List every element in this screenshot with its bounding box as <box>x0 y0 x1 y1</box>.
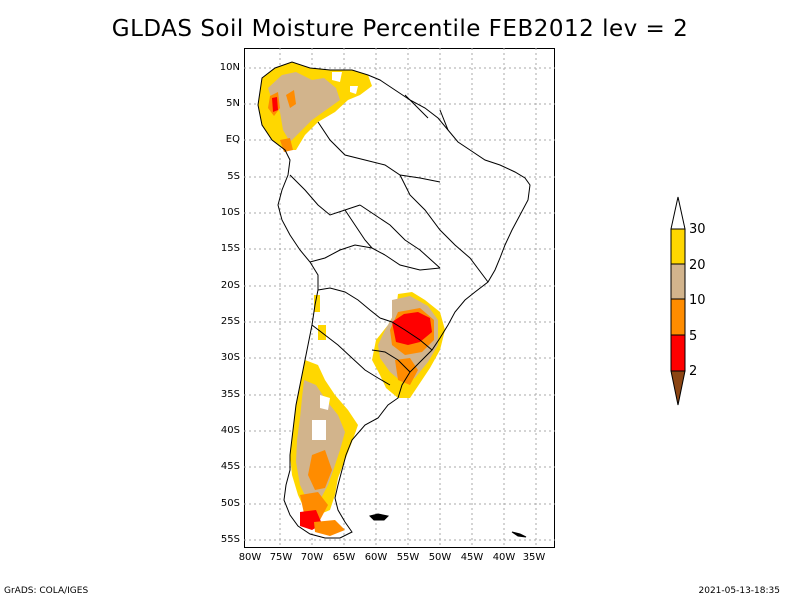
lon-label: 65W <box>332 552 356 563</box>
colorbar-label: 30 <box>689 222 706 237</box>
lon-label: 40W <box>492 552 516 563</box>
lat-label: 10S <box>220 207 240 218</box>
colorbar-label: 2 <box>689 364 698 379</box>
lat-label: 50S <box>220 498 240 509</box>
south-georgia <box>511 531 527 538</box>
lon-label: 55W <box>396 552 420 563</box>
colorbar-10-20 <box>670 263 686 300</box>
falkland-islands <box>369 513 390 521</box>
continent-outline <box>257 61 531 539</box>
lat-label: 35S <box>220 389 240 400</box>
lat-label: 55S <box>220 534 240 545</box>
colorbar-label: 20 <box>689 258 706 273</box>
moisture-southeast <box>372 292 445 398</box>
colorbar-label: 5 <box>689 329 698 344</box>
colorbar-above-30 <box>670 196 686 230</box>
colorbar-label: 10 <box>689 293 706 308</box>
lat-label: 40S <box>220 425 240 436</box>
colorbar-20-30 <box>670 228 686 265</box>
lon-label: 60W <box>364 552 388 563</box>
colorbar-2-5 <box>670 334 686 372</box>
moisture-north <box>258 62 372 152</box>
colorbar-below-2 <box>670 370 686 406</box>
lat-label: 45S <box>220 461 240 472</box>
colorbar-5-10 <box>670 298 686 336</box>
lon-label: 35W <box>522 552 546 563</box>
lat-label: 10N <box>219 62 240 73</box>
lat-label: 15S <box>220 243 240 254</box>
lon-label: 75W <box>269 552 293 563</box>
lon-label: 45W <box>460 552 484 563</box>
moisture-south <box>290 295 358 536</box>
lon-label: 80W <box>238 552 262 563</box>
lat-label: 30S <box>220 352 240 363</box>
lon-label: 50W <box>428 552 452 563</box>
footer-timestamp: 2021-05-13-18:35 <box>698 586 781 596</box>
lat-label: 25S <box>220 316 240 327</box>
map-title: GLDAS Soil Moisture Percentile FEB2012 l… <box>111 16 689 42</box>
lat-label: 5N <box>226 98 240 109</box>
lat-label: 20S <box>220 280 240 291</box>
footer-credit: GrADS: COLA/IGES <box>4 586 89 596</box>
lon-label: 70W <box>300 552 324 563</box>
colorbar <box>670 196 686 406</box>
lat-label: EQ <box>225 134 240 145</box>
lat-label: 5S <box>227 171 240 182</box>
